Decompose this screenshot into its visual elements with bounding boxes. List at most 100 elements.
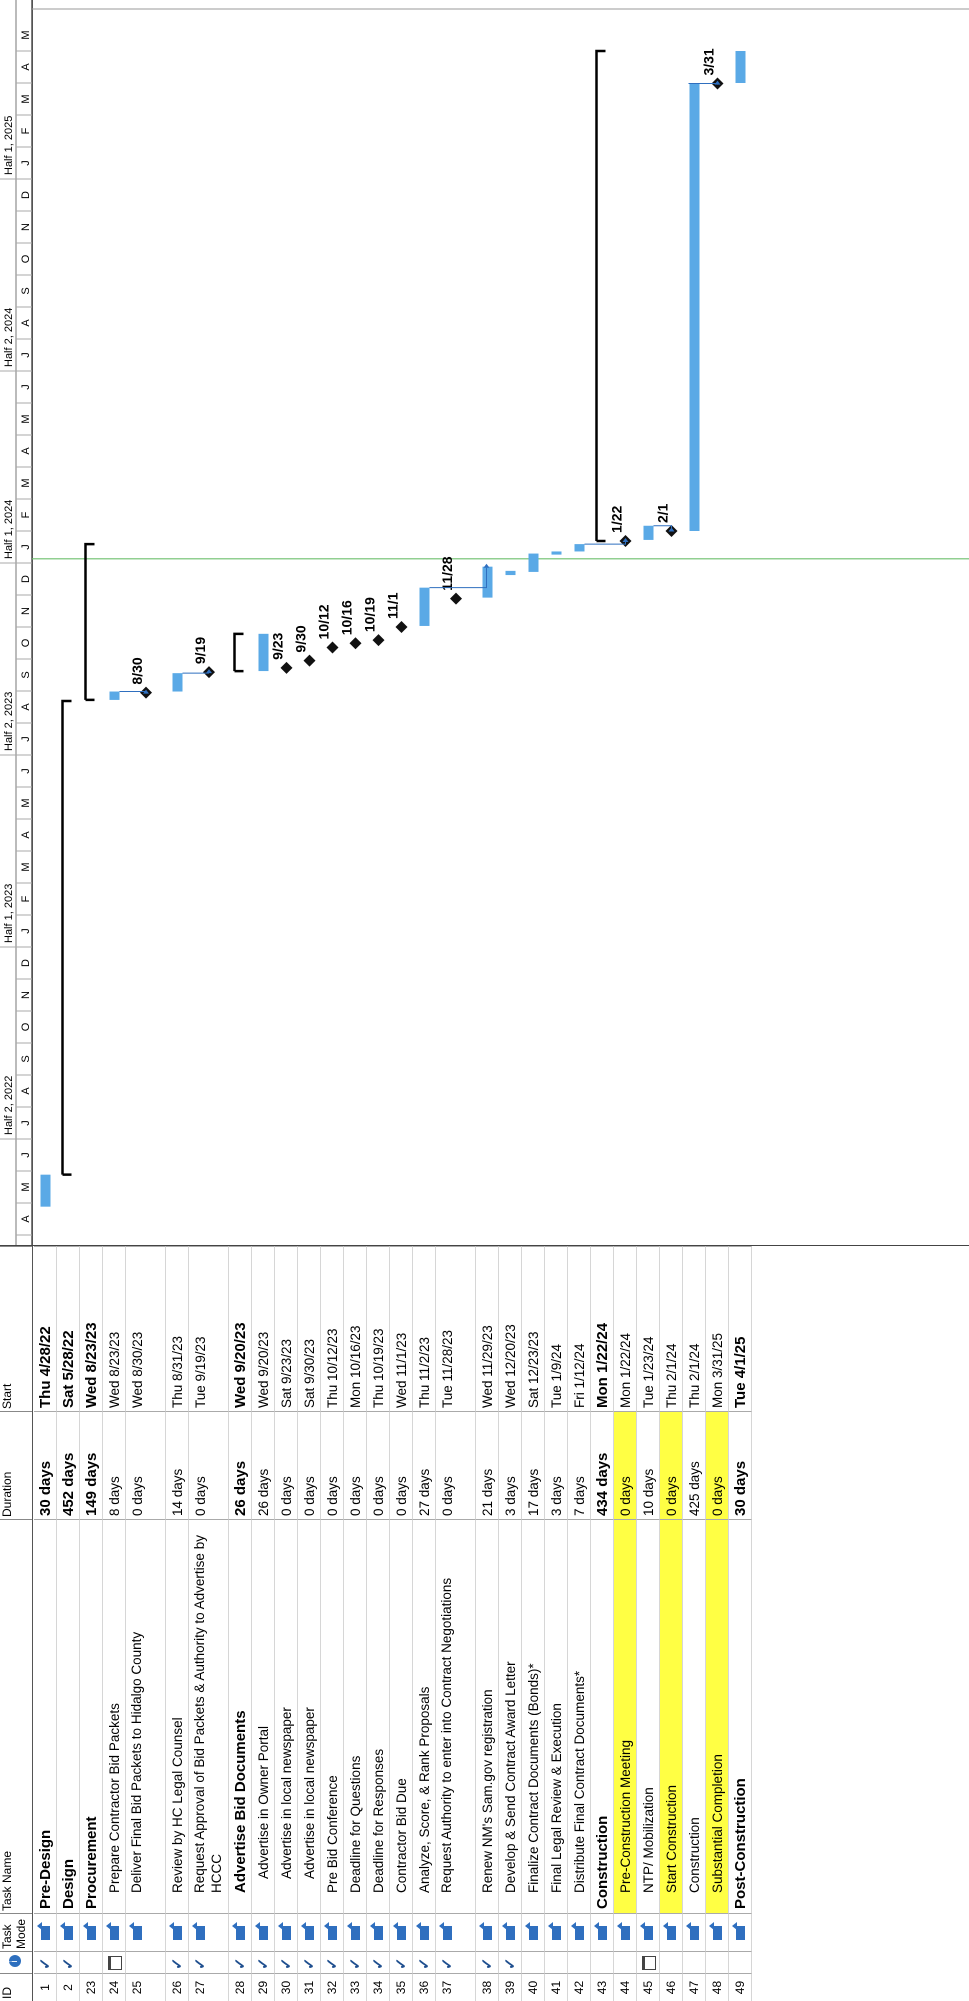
- task-name[interactable]: Construction: [591, 1519, 614, 1913]
- task-duration[interactable]: 21 days: [476, 1411, 499, 1519]
- task-start[interactable]: Sat 12/23/23: [522, 1246, 545, 1411]
- task-duration[interactable]: 425 days: [683, 1411, 706, 1519]
- task-row[interactable]: 42 Distribute Final Contract Documents* 7 …: [568, 1246, 591, 2001]
- task-duration[interactable]: 26 days: [252, 1411, 275, 1519]
- task-name[interactable]: Advertise in Owner Portal: [252, 1519, 275, 1913]
- task-start[interactable]: Wed 11/29/23: [476, 1246, 499, 1411]
- task-start[interactable]: Mon 1/22/24: [614, 1246, 637, 1411]
- task-row[interactable]: 27 ✓ Request Approval of Bid Packets & Aut…: [189, 1246, 229, 2001]
- task-duration[interactable]: 149 days: [80, 1411, 103, 1519]
- task-duration[interactable]: 27 days: [413, 1411, 436, 1519]
- task-start[interactable]: Mon 3/31/25: [706, 1246, 729, 1411]
- task-duration[interactable]: 434 days: [591, 1411, 614, 1519]
- task-name[interactable]: Start Construction: [660, 1519, 683, 1913]
- header-id[interactable]: ID: [0, 1973, 32, 2001]
- task-duration[interactable]: 10 days: [637, 1411, 660, 1519]
- task-start[interactable]: Thu 11/2/23: [413, 1246, 436, 1411]
- task-duration[interactable]: 0 days: [614, 1411, 637, 1519]
- header-task-mode[interactable]: Task Mode: [0, 1913, 32, 1951]
- task-row[interactable]: 47 Construction 425 days Thu 2/1/24: [683, 1246, 706, 2001]
- task-row[interactable]: 37 ✓ Request Authority to enter into Contr…: [436, 1246, 476, 2001]
- task-start[interactable]: Tue 1/9/24: [545, 1246, 568, 1411]
- task-row[interactable]: 40 Finalize Contract Documents (Bonds)* 17…: [522, 1246, 545, 2001]
- header-task-name[interactable]: Task Name: [0, 1519, 32, 1913]
- task-row[interactable]: 28 ✓ Advertise Bid Documents 26 days Wed 9/2…: [229, 1246, 252, 2001]
- task-name[interactable]: Procurement: [80, 1519, 103, 1913]
- task-row[interactable]: 24 Prepare Contractor Bid Packets 8 days We…: [103, 1246, 126, 2001]
- task-start[interactable]: Mon 10/16/23: [344, 1246, 367, 1411]
- header-indicators[interactable]: i: [0, 1951, 32, 1973]
- task-name[interactable]: Finalize Contract Documents (Bonds)*: [522, 1519, 545, 1913]
- task-duration[interactable]: 0 days: [298, 1411, 321, 1519]
- task-row[interactable]: 26 ✓ Review by HC Legal Counsel 14 days Thu …: [166, 1246, 189, 2001]
- task-start[interactable]: Thu 8/31/23: [166, 1246, 189, 1411]
- task-duration[interactable]: 30 days: [729, 1411, 752, 1519]
- task-row[interactable]: 43 Construction 434 days Mon 1/22/24: [591, 1246, 614, 2001]
- task-duration[interactable]: 0 days: [367, 1411, 390, 1519]
- task-start[interactable]: Wed 11/1/23: [390, 1246, 413, 1411]
- task-duration[interactable]: 452 days: [57, 1411, 80, 1519]
- task-row[interactable]: 31 ✓ Advertise in local newspaper 0 days Sat…: [298, 1246, 321, 2001]
- task-start[interactable]: Fri 1/12/24: [568, 1246, 591, 1411]
- task-row[interactable]: 1 ✓ Pre-Design 30 days Thu 4/28/22: [34, 1246, 57, 2001]
- task-duration[interactable]: 26 days: [229, 1411, 252, 1519]
- task-duration[interactable]: 17 days: [522, 1411, 545, 1519]
- task-start[interactable]: Sat 9/30/23: [298, 1246, 321, 1411]
- task-row[interactable]: 46 Start Construction 0 days Thu 2/1/24: [660, 1246, 683, 2001]
- task-row[interactable]: 35 ✓ Contractor Bid Due 0 days Wed 11/1/23: [390, 1246, 413, 2001]
- task-start[interactable]: Tue 11/28/23: [436, 1246, 476, 1411]
- task-start[interactable]: Sat 9/23/23: [275, 1246, 298, 1411]
- task-duration[interactable]: 8 days: [103, 1411, 126, 1519]
- header-duration[interactable]: Duration: [0, 1411, 32, 1519]
- task-start[interactable]: Thu 2/1/24: [683, 1246, 706, 1411]
- task-start[interactable]: Mon 1/22/24: [591, 1246, 614, 1411]
- task-start[interactable]: Sat 5/28/22: [57, 1246, 80, 1411]
- task-start[interactable]: Wed 8/23/23: [103, 1246, 126, 1411]
- task-row[interactable]: 29 ✓ Advertise in Owner Portal 26 days Wed 9…: [252, 1246, 275, 2001]
- task-name[interactable]: Request Authority to enter into Contract…: [436, 1519, 476, 1913]
- task-name[interactable]: Design: [57, 1519, 80, 1913]
- task-name[interactable]: Advertise in local newspaper: [275, 1519, 298, 1913]
- task-duration[interactable]: 0 days: [390, 1411, 413, 1519]
- task-row[interactable]: 39 ✓ Develop & Send Contract Award Letter 3…: [499, 1246, 522, 2001]
- task-start[interactable]: Tue 1/23/24: [637, 1246, 660, 1411]
- task-name[interactable]: Deadline for Responses: [367, 1519, 390, 1913]
- task-row[interactable]: 41 Final Legal Review & Execution 3 days Tu…: [545, 1246, 568, 2001]
- task-name[interactable]: Renew NM's Sam.gov registration: [476, 1519, 499, 1913]
- task-duration[interactable]: 0 days: [126, 1411, 166, 1519]
- task-start[interactable]: Thu 4/28/22: [34, 1246, 57, 1411]
- task-name[interactable]: Pre-Construction Meeting: [614, 1519, 637, 1913]
- task-duration[interactable]: 0 days: [706, 1411, 729, 1519]
- task-duration[interactable]: 0 days: [275, 1411, 298, 1519]
- task-start[interactable]: Wed 9/20/23: [252, 1246, 275, 1411]
- task-duration[interactable]: 3 days: [499, 1411, 522, 1519]
- task-name[interactable]: NTP/ Mobilization: [637, 1519, 660, 1913]
- task-row[interactable]: 25 Deliver Final Bid Packets to Hidalgo C…: [126, 1246, 166, 2001]
- task-duration[interactable]: 0 days: [189, 1411, 229, 1519]
- task-name[interactable]: Analyze, Score, & Rank Proposals: [413, 1519, 436, 1913]
- task-name[interactable]: Advertise in local newspaper: [298, 1519, 321, 1913]
- task-name[interactable]: Substantial Completion: [706, 1519, 729, 1913]
- task-name[interactable]: Deliver Final Bid Packets to Hidalgo Cou…: [126, 1519, 166, 1913]
- task-start[interactable]: Thu 10/12/23: [321, 1246, 344, 1411]
- task-name[interactable]: Develop & Send Contract Award Letter: [499, 1519, 522, 1913]
- task-name[interactable]: Request Approval of Bid Packets & Author…: [189, 1519, 229, 1913]
- task-duration[interactable]: 14 days: [166, 1411, 189, 1519]
- task-name[interactable]: Review by HC Legal Counsel: [166, 1519, 189, 1913]
- task-row[interactable]: 34 ✓ Deadline for Responses 0 days Thu 10/19…: [367, 1246, 390, 2001]
- task-name[interactable]: Deadline for Questions: [344, 1519, 367, 1913]
- task-start[interactable]: Wed 8/30/23: [126, 1246, 166, 1411]
- task-duration[interactable]: 0 days: [660, 1411, 683, 1519]
- task-duration[interactable]: 0 days: [321, 1411, 344, 1519]
- task-row[interactable]: 36 ✓ Analyze, Score, & Rank Proposals 27 da…: [413, 1246, 436, 2001]
- task-row[interactable]: 48 Substantial Completion 0 days Mon 3/31/2…: [706, 1246, 729, 2001]
- task-duration[interactable]: 0 days: [436, 1411, 476, 1519]
- task-name[interactable]: Contractor Bid Due: [390, 1519, 413, 1913]
- task-duration[interactable]: 0 days: [344, 1411, 367, 1519]
- task-row[interactable]: 30 ✓ Advertise in local newspaper 0 days Sat…: [275, 1246, 298, 2001]
- task-start[interactable]: Wed 12/20/23: [499, 1246, 522, 1411]
- task-start[interactable]: Tue 4/1/25: [729, 1246, 752, 1411]
- task-row[interactable]: 38 ✓ Renew NM's Sam.gov registration 21 day…: [476, 1246, 499, 2001]
- task-row[interactable]: 23 Procurement 149 days Wed 8/23/23: [80, 1246, 103, 2001]
- task-start[interactable]: Wed 8/23/23: [80, 1246, 103, 1411]
